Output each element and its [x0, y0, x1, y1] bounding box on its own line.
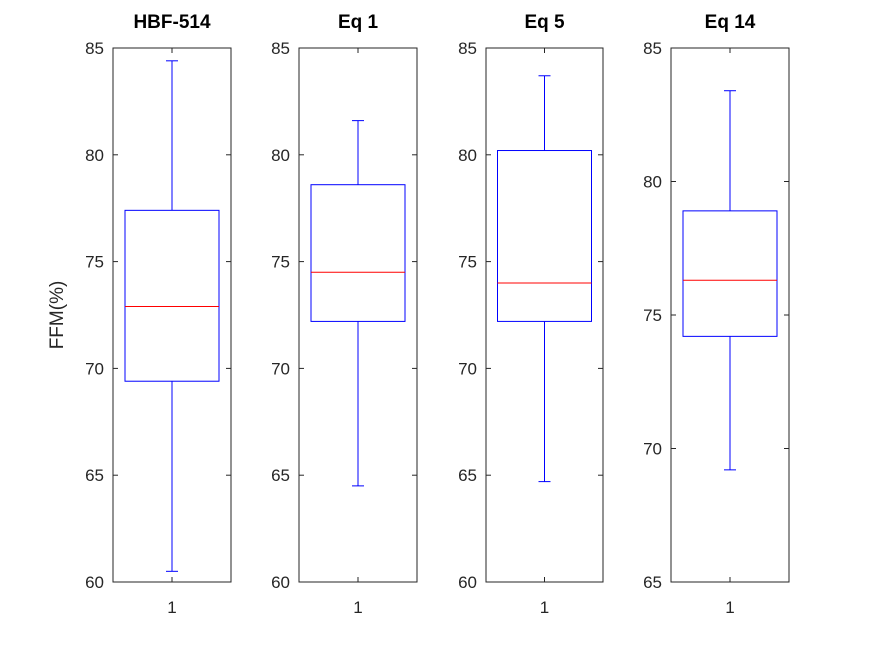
y-tick-label: 75: [643, 306, 662, 325]
subplot-title: Eq 14: [705, 12, 756, 33]
y-tick-label: 80: [85, 146, 104, 165]
subplot-panels: 60 65 70 75 80 85 1 HBF-514 FFM(%) 60 65 70 75 80 85 1 E…: [47, 12, 790, 617]
subplot-3: 60 65 70 75 80 85 1 Eq 5: [458, 12, 604, 617]
y-tick-label: 60: [458, 573, 477, 592]
subplot-4: 65 70 75 80 85 1 Eq 14: [643, 12, 790, 617]
x-tick-label: 1: [167, 598, 176, 617]
y-tick-label: 80: [458, 146, 477, 165]
subplot-title: Eq 1: [338, 12, 379, 33]
subplot-title: Eq 5: [524, 12, 565, 33]
iqr-box: [124, 209, 220, 382]
y-tick-label: 70: [271, 359, 290, 378]
y-tick-label: 80: [271, 146, 290, 165]
y-tick-label: 65: [643, 573, 662, 592]
iqr-box: [682, 210, 778, 337]
subplot-1: 60 65 70 75 80 85 1 HBF-514 FFM(%): [47, 12, 232, 617]
y-tick-label: 70: [85, 359, 104, 378]
y-tick-label: 65: [271, 466, 290, 485]
y-tick-label: 85: [271, 39, 290, 58]
y-tick-label: 75: [271, 253, 290, 272]
y-tick-label: 75: [85, 253, 104, 272]
x-tick-label: 1: [725, 598, 734, 617]
x-tick-label: 1: [353, 598, 362, 617]
y-tick-label: 85: [85, 39, 104, 58]
y-tick-label: 70: [458, 359, 477, 378]
y-tick-label: 80: [643, 173, 662, 192]
iqr-box: [497, 150, 592, 322]
iqr-box: [310, 184, 406, 322]
y-axis-label: FFM(%): [47, 281, 68, 350]
x-tick-label: 1: [540, 598, 549, 617]
y-tick-label: 75: [458, 253, 477, 272]
subplot-2: 60 65 70 75 80 85 1 Eq 1: [271, 12, 418, 617]
subplot-title: HBF-514: [133, 12, 211, 33]
y-tick-label: 60: [271, 573, 290, 592]
y-tick-label: 70: [643, 440, 662, 459]
y-tick-label: 85: [458, 39, 477, 58]
y-tick-label: 85: [643, 39, 662, 58]
y-tick-label: 65: [85, 466, 104, 485]
y-tick-label: 60: [85, 573, 104, 592]
y-tick-label: 65: [458, 466, 477, 485]
